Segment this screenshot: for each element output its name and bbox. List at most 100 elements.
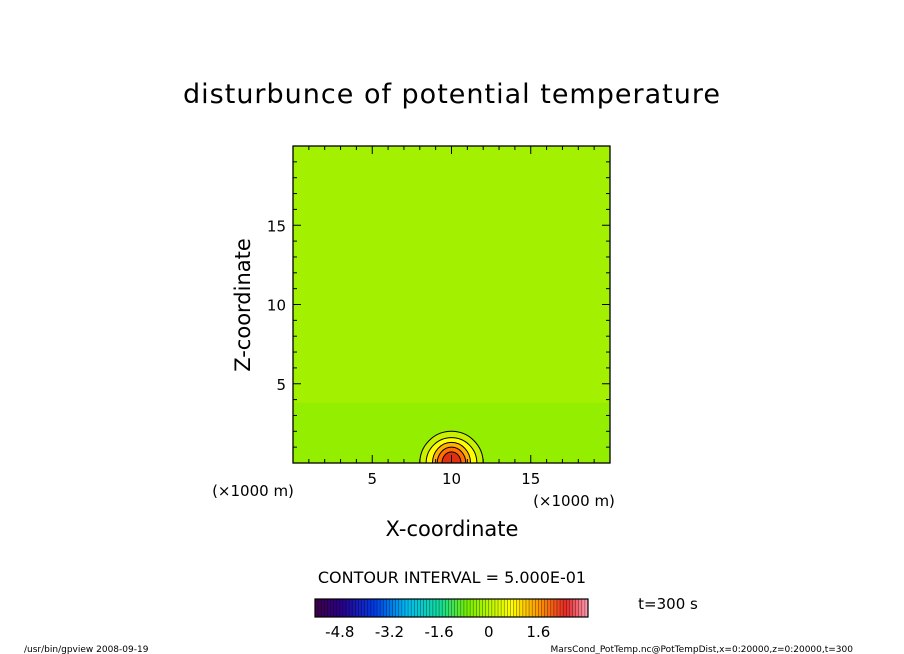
colorbar-cell	[460, 599, 465, 617]
colorbar-cell	[476, 599, 480, 617]
colorbar-cell	[544, 599, 549, 617]
colorbar-cell	[408, 599, 412, 617]
colorbar-cell	[355, 599, 359, 617]
colorbar-cell	[482, 599, 487, 617]
colorbar-cell	[494, 599, 499, 617]
colorbar-cell	[566, 599, 570, 617]
colorbar-frame	[314, 598, 589, 618]
colorbar-cell	[426, 599, 431, 617]
colorbar-cell	[519, 599, 524, 617]
colorbar-cell	[395, 599, 400, 617]
colorbar-cell	[411, 599, 415, 617]
colorbar-cell	[439, 599, 443, 617]
colorbar-cell	[448, 599, 452, 617]
colorbar-cell	[327, 599, 331, 617]
plot-area	[292, 145, 611, 464]
chart-title: disturbunce of potential temperature	[183, 79, 721, 110]
colorbar-cell	[522, 599, 527, 617]
y-axis-label: Z-coordinate	[231, 238, 255, 372]
colorbar-cell	[547, 599, 552, 617]
colorbar-cell	[442, 599, 446, 617]
colorbar-cell	[470, 599, 474, 617]
colorbar-cell	[467, 599, 471, 617]
colorbar-cell	[572, 599, 576, 617]
colorbar-tick-label: -1.6	[424, 623, 453, 641]
colorbar-cell	[479, 599, 483, 617]
colorbar-cell	[342, 599, 347, 617]
x-tick-label: 5	[367, 470, 377, 488]
colorbar-tick-label: 0	[484, 623, 494, 641]
colorbar-cell	[336, 599, 341, 617]
colorbar-cell	[491, 599, 496, 617]
colorbar-cell	[569, 599, 573, 617]
colorbar-cell	[457, 599, 462, 617]
colorbar-cell	[463, 599, 468, 617]
colorbar-cell	[575, 599, 580, 617]
colorbar-cell	[361, 599, 366, 617]
colorbar-tick-label: 1.6	[526, 623, 550, 641]
colorbar-cell	[404, 599, 409, 617]
colorbar-cell	[535, 599, 539, 617]
colorbar-cell	[386, 599, 390, 617]
colorbar-ticks: -4.8 -3.2 -1.6 0 1.6	[325, 623, 550, 641]
colorbar-cell	[364, 599, 369, 617]
colorbar-cell	[510, 599, 514, 617]
colorbar-cell	[454, 599, 459, 617]
y-ticks: 5 10 15	[267, 161, 610, 448]
x-tick-label: 15	[521, 470, 540, 488]
y-unit-label: (×1000 m)	[212, 482, 294, 500]
colorbar-cell	[333, 599, 338, 617]
y-tick-label: 10	[267, 297, 286, 315]
colorbar-cell	[563, 599, 567, 617]
colorbar-cell	[423, 599, 428, 617]
y-tick-label: 15	[267, 217, 286, 235]
colorbar-cell	[488, 599, 493, 617]
colorbar-cell	[358, 599, 362, 617]
colorbar-cell	[516, 599, 521, 617]
colorbar-cell	[414, 599, 418, 617]
x-tick-label: 10	[442, 470, 461, 488]
contour-interval: CONTOUR INTERVAL = 5.000E-01	[318, 568, 586, 587]
colorbar-cell	[445, 599, 449, 617]
colorbar-cell	[541, 599, 545, 617]
colorbar-cell	[560, 599, 564, 617]
colorbar-cell	[432, 599, 437, 617]
colorbar-cell	[321, 599, 325, 617]
colorbar-cell	[380, 599, 384, 617]
colorbar-cell	[330, 599, 335, 617]
colorbar-cell	[339, 599, 344, 617]
colorbar-cell	[420, 599, 424, 617]
colorbar-cell	[507, 599, 511, 617]
colorbar-cell	[553, 599, 558, 617]
colorbar-cell	[485, 599, 490, 617]
colorbar-cell	[349, 599, 353, 617]
colorbar	[314, 598, 589, 618]
colorbar-cell	[501, 599, 505, 617]
colorbar-cell	[529, 599, 533, 617]
colorbar-cell	[398, 599, 403, 617]
colorbar-cell	[581, 599, 586, 617]
colorbar-cell	[451, 599, 456, 617]
colorbar-cell	[504, 599, 508, 617]
colorbar-cell	[367, 599, 372, 617]
y-tick-label: 5	[276, 376, 286, 394]
colorbar-cell	[435, 599, 440, 617]
colorbar-cell	[532, 599, 536, 617]
colorbar-tick-label: -4.8	[325, 623, 354, 641]
colorbar-cell	[584, 599, 589, 617]
colorbar-tick-label: -3.2	[375, 623, 404, 641]
colorbar-cell	[389, 599, 393, 617]
x-ticks: 5 10 15	[308, 146, 595, 488]
colorbar-cell	[392, 599, 397, 617]
colorbar-cell	[473, 599, 477, 617]
footer-right: MarsCond_PotTemp.nc@PotTempDist,x=0:2000…	[550, 645, 853, 654]
colorbar-cell	[373, 599, 378, 617]
x-unit-label: (×1000 m)	[533, 492, 615, 510]
colorbar-cell	[578, 599, 583, 617]
colorbar-cell	[401, 599, 406, 617]
colorbar-cell	[538, 599, 542, 617]
colorbar-cell	[556, 599, 561, 617]
colorbar-cell	[513, 599, 518, 617]
colorbar-cell	[370, 599, 375, 617]
colorbar-cell	[377, 599, 381, 617]
